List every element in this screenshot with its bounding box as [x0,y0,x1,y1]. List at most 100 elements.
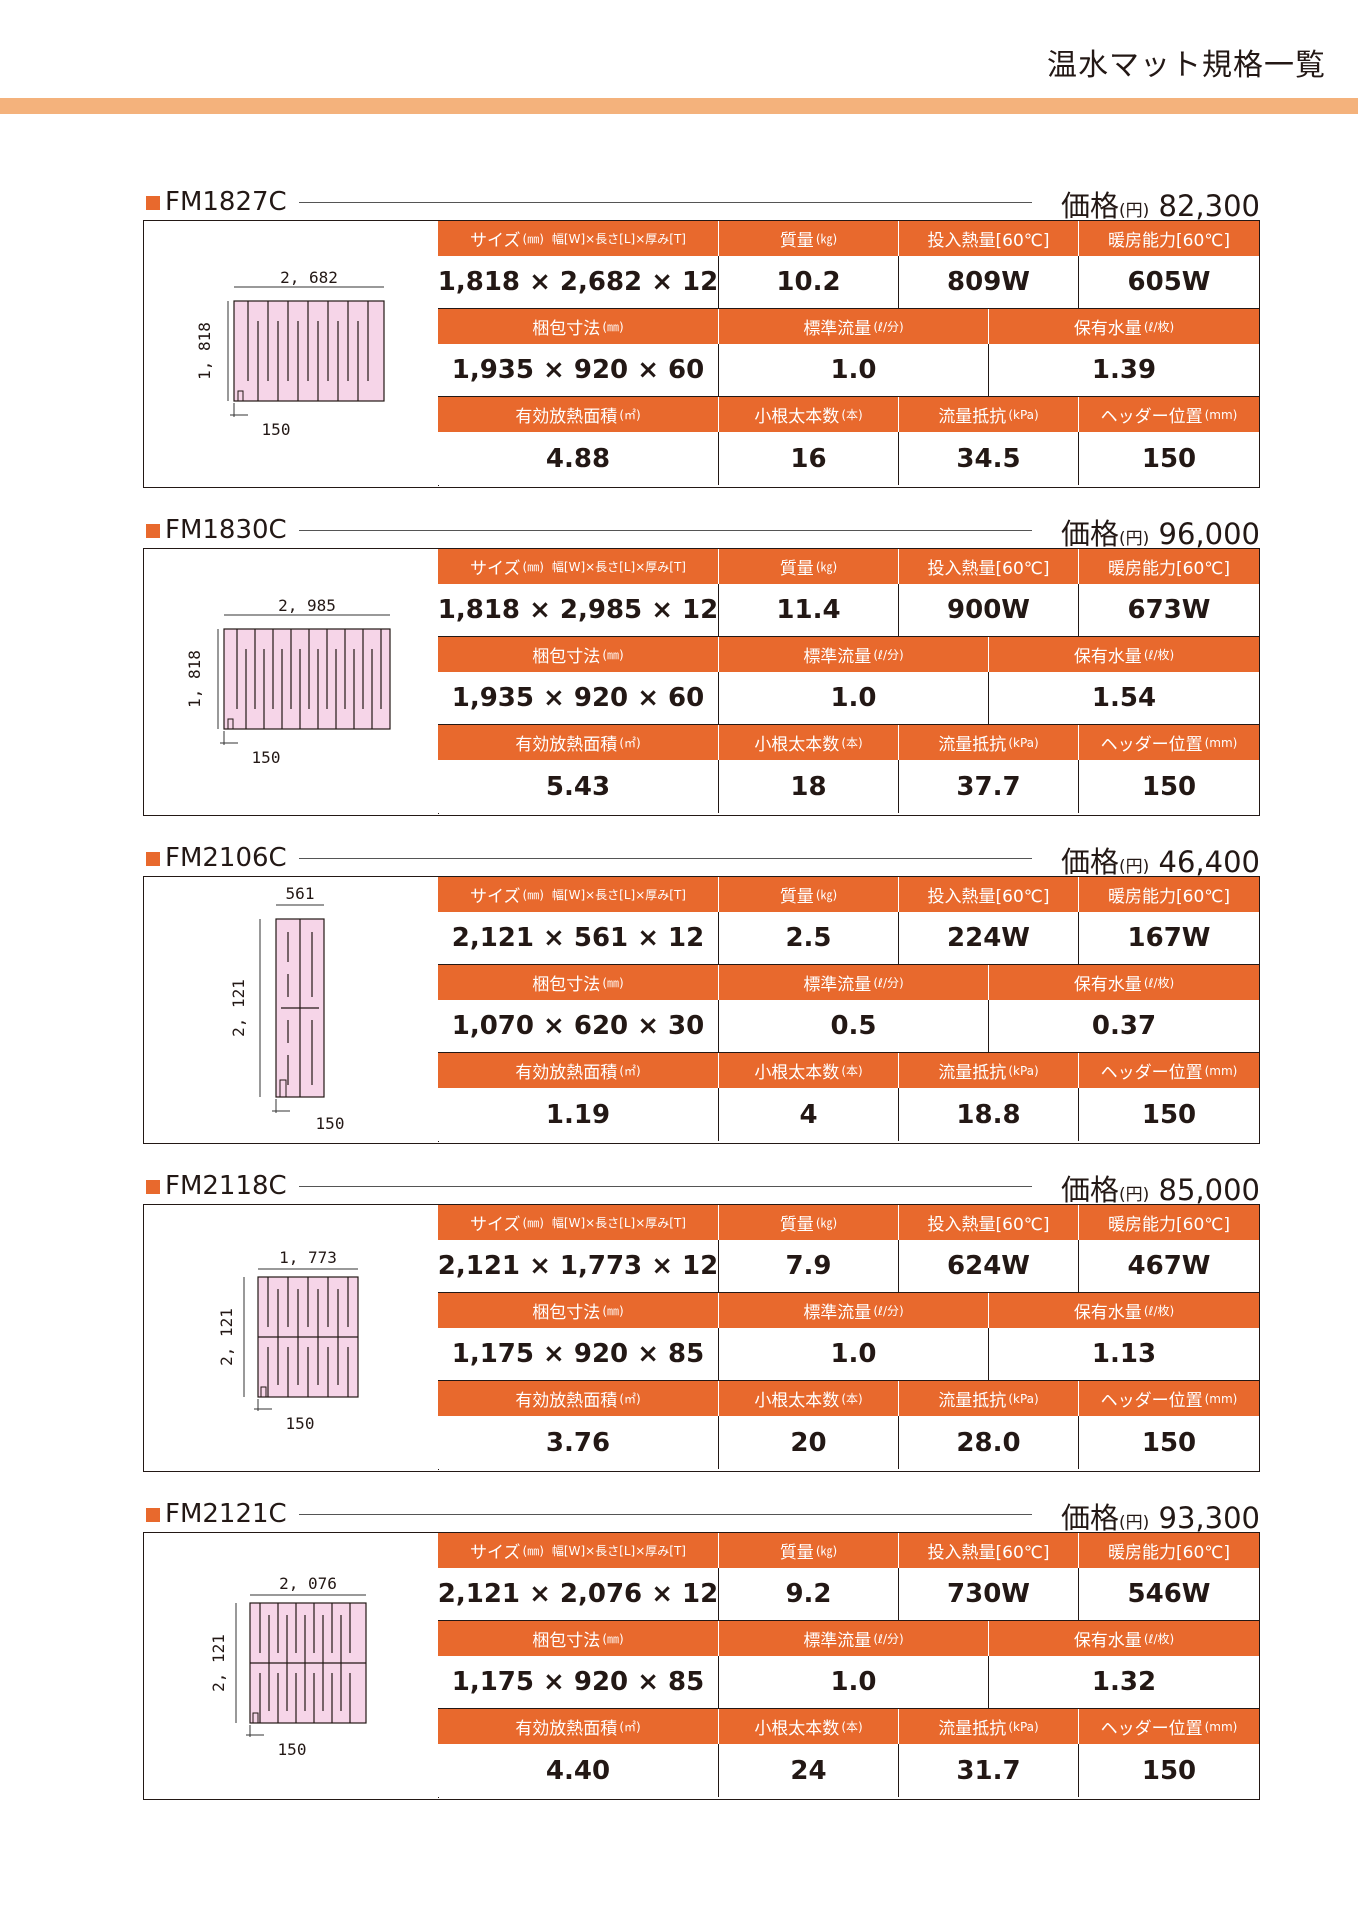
width-dimension-label: 561 [286,884,315,903]
mat-diagram: 2, 076 2, 121 [144,1533,439,1798]
price: 価格(円) 46,400 [1061,839,1260,881]
product-header: FM2121C 価格(円) 93,300 [143,1495,1260,1535]
bullet-square-icon [146,1508,160,1522]
flow-resistance-value: 37.7 [899,760,1079,813]
product-fm2106c: FM2106C 価格(円) 46,400 561 2, 121 [143,839,1260,1144]
mat-grooves [236,629,382,729]
price-value: 93,300 [1158,1501,1260,1535]
heating-capacity-header: 暖房能力[60℃] [1108,231,1230,251]
mat-layout-drawing: 2, 682 1, 818 150 [195,268,385,439]
package-value: 1,175 × 920 × 85 [438,1656,719,1708]
heating-capacity-header: 暖房能力[60℃] [1108,887,1230,907]
size-value: 1,818 × 2,985 × 12 [438,584,719,636]
bullet-square-icon [146,524,160,538]
package-header: 梱包寸法 (㎜) [438,1621,719,1656]
water-volume-header: 保有水量 (ℓ/枚) [1073,319,1175,339]
header-position-label: 150 [316,1114,345,1133]
divider-line [299,202,1032,203]
spec-value-row: 1,175 × 920 × 85 1.0 1.32 [438,1656,1259,1709]
spec-value-row: 1,935 × 920 × 60 1.0 1.54 [438,672,1259,725]
mat-grooves [258,1277,358,1397]
spec-table: サイズ (㎜) 幅[W]×長さ[L]×厚み[T] 質量 (㎏) 投入熱量[60℃] 暖… [438,1205,1259,1470]
spec-value-row: 1,818 × 2,682 × 12 10.2 809W 605W [438,256,1259,309]
branch-count-header: 小根太本数 (本) [719,1053,899,1088]
header-pipe [260,1386,267,1398]
header-pipe [227,718,234,730]
price-label: 価格 [1061,845,1120,879]
price: 価格(円) 96,000 [1061,511,1260,553]
spec-value-row: 1,175 × 920 × 85 1.0 1.13 [438,1328,1259,1381]
header-position-label: 150 [252,748,281,767]
spec-table: サイズ (㎜) 幅[W]×長さ[L]×厚み[T] 質量 (㎏) 投入熱量[60℃] 暖… [438,1533,1259,1798]
spec-table: サイズ (㎜) 幅[W]×長さ[L]×厚み[T] 質量 (㎏) 投入熱量[60℃] 暖… [438,549,1259,814]
width-dimension-label: 2, 985 [278,596,336,615]
effective-area-value: 5.43 [438,760,719,813]
package-value: 1,070 × 620 × 30 [438,1000,719,1052]
water-volume-value: 1.39 [1091,355,1157,385]
mass-header: 質量 (㎏) [719,221,899,256]
mat-diagram: 561 2, 121 150 [144,877,439,1142]
size-header: サイズ (㎜) 幅[W]×長さ[L]×厚み[T] [438,549,719,584]
spec-header-row: サイズ (㎜) 幅[W]×長さ[L]×厚み[T] 質量 (㎏) 投入熱量[60℃] 暖… [438,549,1259,584]
spec-box: 2, 682 1, 818 150 [143,220,1260,488]
size-value: 1,818 × 2,682 × 12 [438,256,719,308]
mat-layout-drawing: 2, 985 1, 818 150 [185,596,391,767]
effective-area-header: 有効放熱面積 (㎡) [438,1053,719,1088]
heat-input-header: 投入熱量[60℃] [899,221,1079,256]
branch-count-value: 4 [719,1088,899,1141]
std-flow-header: 標準流量 (ℓ/分) [719,1293,989,1328]
price-unit: (円) [1119,529,1150,549]
flow-resistance-header: 流量抵抗 (kPa) [899,1709,1079,1744]
header-position-label: 150 [278,1740,307,1759]
branch-count-header: 小根太本数 (本) [719,725,899,760]
width-dimension-label: 2, 682 [280,268,338,287]
effective-area-header: 有効放熱面積 (㎡) [438,397,719,432]
heating-capacity-header: 暖房能力[60℃] [1108,1543,1230,1563]
std-flow-header: 標準流量 (ℓ/分) [719,1621,989,1656]
divider-line [299,858,1032,859]
model-name: FM2106C [165,843,287,873]
spec-value-row: 1,935 × 920 × 60 1.0 1.39 [438,344,1259,397]
height-dimension-label: 2, 121 [229,979,248,1037]
std-flow-header: 標準流量 (ℓ/分) [719,965,989,1000]
spec-value-row: 4.40 24 31.7 150 [438,1744,1259,1797]
mass-header: 質量 (㎏) [719,1205,899,1240]
height-dimension-label: 2, 121 [209,1634,228,1692]
price-unit: (円) [1119,1185,1150,1205]
size-value: 2,121 × 1,773 × 12 [438,1240,719,1292]
heating-capacity-value: 167W [1127,923,1211,953]
branch-count-value: 24 [719,1744,899,1797]
price-unit: (円) [1119,857,1150,877]
price-value: 46,400 [1158,845,1260,879]
model-name: FM1830C [165,515,287,545]
spec-value-row: 2,121 × 2,076 × 12 9.2 730W 546W [438,1568,1259,1621]
divider-line [299,530,1032,531]
effective-area-header: 有効放熱面積 (㎡) [438,1709,719,1744]
heat-input-header: 投入熱量[60℃] [899,1533,1079,1568]
package-header: 梱包寸法 (㎜) [438,309,719,344]
std-flow-value: 1.0 [719,672,989,724]
mass-header: 質量 (㎏) [719,877,899,912]
header-position-value: 150 [1141,443,1197,474]
branch-count-header: 小根太本数 (本) [719,397,899,432]
mat-body [233,300,385,402]
header-position-value: 150 [1141,771,1197,802]
model-name: FM2118C [165,1171,287,1201]
spec-header-row: 有効放熱面積 (㎡) 小根太本数 (本) 流量抵抗 (kPa) ヘッダー位置 (mm) [438,1053,1259,1088]
effective-area-header: 有効放熱面積 (㎡) [438,1381,719,1416]
mass-header: 質量 (㎏) [719,1533,899,1568]
branch-count-header: 小根太本数 (本) [719,1709,899,1744]
divider-line [299,1186,1032,1187]
mat-layout-drawing: 2, 076 2, 121 [209,1574,367,1759]
mat-diagram: 2, 682 1, 818 150 [144,221,439,486]
mass-value: 7.9 [719,1240,899,1292]
height-dimension-label: 1, 818 [195,322,214,380]
width-dimension-label: 1, 773 [279,1248,337,1267]
package-value: 1,175 × 920 × 85 [438,1328,719,1380]
water-volume-value: 0.37 [1091,1011,1157,1041]
heat-input-value: 624W [899,1240,1079,1292]
heat-input-header: 投入熱量[60℃] [899,549,1079,584]
flow-resistance-value: 18.8 [899,1088,1079,1141]
std-flow-header: 標準流量 (ℓ/分) [719,637,989,672]
spec-value-row: 1.19 4 18.8 150 [438,1088,1259,1141]
